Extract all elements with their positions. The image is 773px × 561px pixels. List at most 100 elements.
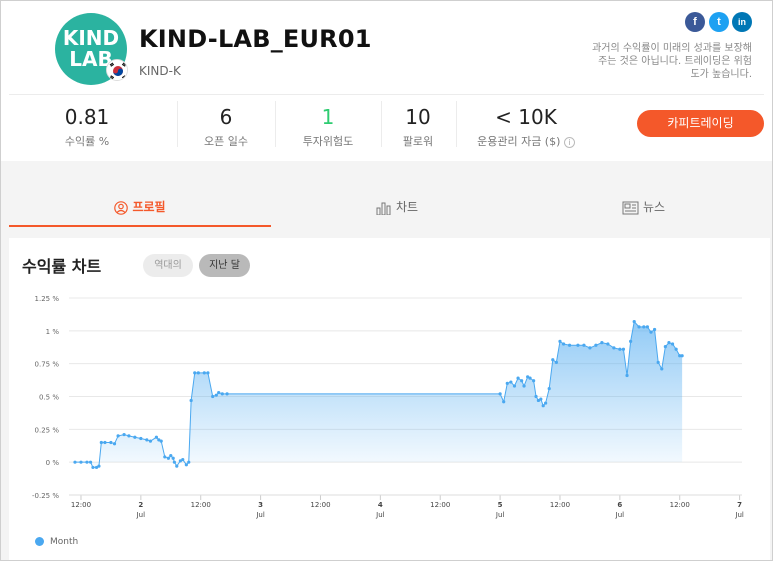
data-point [220,392,224,396]
x-tick-sublabel: Jul [136,511,146,519]
data-point [202,371,206,375]
data-point [178,459,182,463]
info-icon[interactable]: i [563,136,575,148]
data-point [112,442,117,446]
twitter-icon[interactable]: t [709,12,729,32]
x-tick-label: 5 [498,501,503,509]
data-point [502,400,506,404]
data-point [122,432,126,437]
data-point [642,325,646,329]
chart-legend[interactable]: Month [35,537,78,547]
stat-value: < 10K [495,105,557,129]
data-point [667,341,671,345]
data-point [532,379,536,383]
data-point [171,456,175,460]
copy-trading-button[interactable]: 카피트레이딩 [637,110,764,137]
data-point [670,342,675,346]
data-point [175,464,179,468]
data-point [520,379,524,383]
data-point [91,465,95,470]
provider-name[interactable]: KIND-K [139,64,181,78]
stat-value: 0.81 [64,105,110,129]
data-point [629,339,633,343]
legend-label: Month [50,537,79,547]
header-divider [9,94,764,95]
data-point [645,325,649,329]
stat-divider [456,101,457,147]
return-chart-card: 1.25 % 1 % 0.75 % 0.5 % 0.25 % 0 % -0.25 % 12:0… [9,238,770,560]
y-tick-label: 0.5 % [39,394,59,402]
stat-value: 10 [405,105,431,129]
data-point [73,460,77,464]
stat-label: 수익률 % [64,135,110,148]
return-chart: 1.25 % 1 % 0.75 % 0.5 % 0.25 % 0 % -0.25 % 12:0… [32,295,744,519]
data-point [196,371,200,375]
data-point [554,360,558,364]
data-point [193,371,197,375]
data-point [505,381,509,385]
tab-profile[interactable]: 프로필 [9,184,271,227]
x-tick-label: 2 [138,501,143,509]
data-point [169,454,173,458]
data-point [561,342,566,346]
data-point [88,460,93,464]
stat-label: 투자위험도 [302,135,354,148]
tab-label: 뉴스 [642,200,666,214]
y-tick-label: 0.75 % [35,361,60,369]
data-point [594,343,598,347]
stat-risk: 1 투자위험도 [283,105,373,149]
y-tick-label: 0 % [46,459,60,467]
data-point [612,346,616,350]
stat-divider [275,101,276,147]
stat-divider [381,101,382,147]
stat-divider [177,101,178,147]
data-point [163,455,167,459]
user-icon [114,200,129,215]
data-point [625,373,629,378]
facebook-icon[interactable]: f [685,12,705,32]
x-tick-sublabel: Jul [734,511,744,519]
tab-news[interactable]: 뉴스 [523,184,764,227]
data-point [656,360,660,364]
range-all-time-button[interactable]: 역대의 [143,254,193,277]
data-point [184,463,188,467]
data-point [139,436,143,441]
data-point [154,435,159,439]
range-last-month-button[interactable]: 지난 달 [199,254,250,277]
data-point [79,460,83,464]
x-tick-label: 4 [378,501,383,509]
data-point [534,394,538,399]
x-tick-label: 12:00 [670,501,690,509]
data-point [576,343,580,347]
strategy-name: KIND-LAB_EUR01 [139,25,372,53]
x-tick-label: 12:00 [310,501,330,509]
data-point [526,375,530,379]
data-point [536,398,541,403]
data-point [649,330,653,334]
data-point [632,320,636,324]
strategy-header: KIND LAB KIND-LAB_EUR01 KIND-K f t in 과거… [1,1,772,161]
tab-label: 프로필 [132,200,166,214]
tab-chart[interactable]: 차트 [271,184,523,227]
data-point [214,393,218,397]
linkedin-icon[interactable]: in [732,12,752,32]
series-area [74,321,683,468]
data-point [541,404,545,408]
y-tick-label: 0.25 % [35,426,60,434]
data-point [606,342,610,346]
data-point [512,384,517,388]
data-point [652,327,657,332]
data-point [544,401,548,405]
y-tick-label: 1 % [46,328,60,336]
stat-return: 0.81 수익률 % [41,105,133,149]
logo-line-2: LAB [69,47,113,71]
data-point [94,465,99,470]
risk-disclaimer: 과거의 수익률이 미래의 성과를 보장해 주는 것은 아닙니다. 트레이딩은 위… [592,43,752,80]
stat-value: 6 [219,105,233,129]
data-point [621,347,626,351]
y-tick-label: 1.25 % [35,295,60,303]
data-point [157,438,161,442]
data-point [567,343,572,347]
data-point [97,464,101,468]
